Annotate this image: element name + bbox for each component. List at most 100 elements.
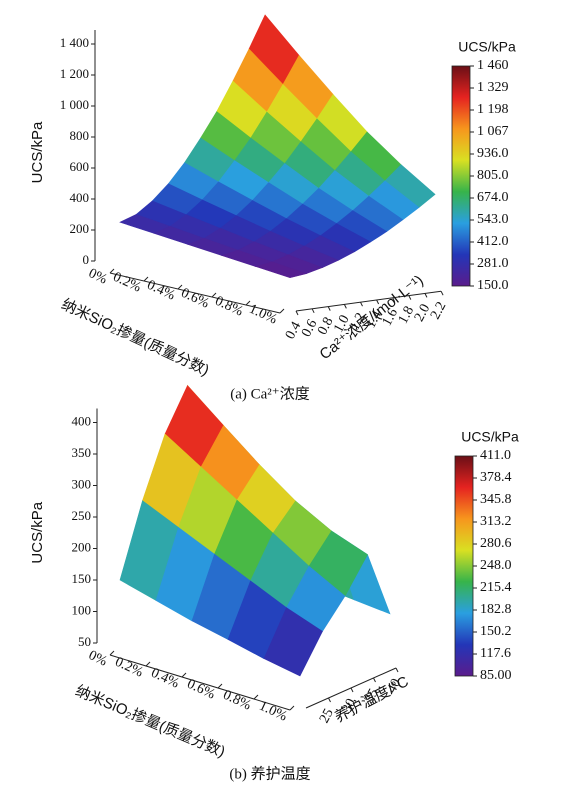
x-tick-label: 1.0% <box>257 699 290 725</box>
colorbar-title: UCS/kPa <box>458 39 516 55</box>
y-tick-label: 0.8 <box>315 315 336 337</box>
x-tick-label: 0.6% <box>185 677 218 703</box>
z-tick-label: 350 <box>72 445 92 460</box>
y-tick-label: 2.2 <box>428 300 449 322</box>
surface-cell <box>254 261 308 279</box>
colorbar-tick-label: 150.2 <box>480 624 512 639</box>
y-tick-label: 1.8 <box>396 304 417 326</box>
z-tick-label: 100 <box>72 602 92 617</box>
z-tick-label: 50 <box>78 634 91 649</box>
colorbar-tick-label: 1 198 <box>477 102 509 117</box>
x-axis-title: 纳米SiO₂掺量(质量分数) <box>59 296 212 379</box>
colorbar <box>451 65 471 287</box>
y-tick <box>408 295 412 300</box>
y-tick-label: 0.4 <box>283 319 304 341</box>
z-tick-label: 1 200 <box>60 66 89 81</box>
z-tick-label: 400 <box>70 190 90 205</box>
y-tick <box>373 677 376 683</box>
colorbar-tick-label: 280.6 <box>480 536 512 551</box>
x-tick-label: 0% <box>86 266 110 288</box>
x-tick <box>211 292 217 298</box>
y-tick-label: 35 <box>362 686 382 705</box>
x-tick-label: 0.6% <box>179 286 212 312</box>
colorbar-tick-label: 805.0 <box>477 168 509 183</box>
y-axis <box>295 290 442 312</box>
x-tick-label: 0.2% <box>111 270 144 296</box>
y-tick <box>328 697 331 703</box>
colorbar <box>454 455 474 677</box>
y-tick <box>311 308 315 314</box>
colorbar-tick-label: 85.00 <box>480 668 512 683</box>
y-tick <box>360 301 363 307</box>
x-axis <box>109 654 291 711</box>
y-tick-label: 2.0 <box>412 302 433 324</box>
x-tick <box>177 284 183 290</box>
y-tick <box>327 306 331 311</box>
y-tick-label: 0.6 <box>299 317 320 339</box>
z-tick-label: 600 <box>70 159 90 174</box>
x-tick <box>143 276 149 282</box>
y-tick-label: 1.2 <box>347 311 368 333</box>
colorbar-tick-label: 378.4 <box>480 470 512 485</box>
y-tick <box>424 293 428 298</box>
x-tick <box>245 300 251 306</box>
x-tick <box>145 661 151 667</box>
z-tick-label: 250 <box>72 508 92 523</box>
colorbar-tick-label: 313.2 <box>480 514 512 529</box>
z-tick-label: 300 <box>72 476 92 491</box>
surface-cell <box>263 607 323 677</box>
x-tick <box>253 694 259 700</box>
y-tick-label: 1.0 <box>331 313 352 335</box>
x-tick-label: 1.0% <box>247 302 280 328</box>
y-tick <box>440 290 444 296</box>
colorbar-tick-label: 412.0 <box>477 234 509 249</box>
colorbar-tick-label: 117.6 <box>480 646 511 661</box>
z-tick-label: 200 <box>72 539 92 554</box>
y-tick <box>376 299 380 305</box>
colorbar-tick-label: 1 067 <box>477 124 509 139</box>
colorbar-title: UCS/kPa <box>461 429 519 445</box>
caption: (b) 养护温度 <box>229 765 310 782</box>
colorbar-tick-label: 345.8 <box>480 492 512 507</box>
caption: (a) Ca²⁺浓度 <box>230 385 309 402</box>
z-tick-label: 1 000 <box>60 97 89 112</box>
z-tick-label: 200 <box>70 221 90 236</box>
colorbar-tick-label: 150.0 <box>477 278 509 293</box>
x-tick <box>279 308 285 314</box>
y-tick <box>392 297 396 303</box>
colorbar-tick-label: 674.0 <box>477 190 509 205</box>
z-tick-label: 800 <box>70 128 90 143</box>
y-tick <box>343 304 347 309</box>
y-tick-label: 40 <box>385 676 405 695</box>
x-tick <box>289 705 295 711</box>
x-axis <box>109 272 281 314</box>
x-tick-label: 0.2% <box>113 655 146 681</box>
z-tick-label: 0 <box>83 252 90 267</box>
colorbar-tick-label: 411.0 <box>480 448 511 463</box>
y-tick <box>350 687 354 693</box>
x-tick-label: 0.8% <box>213 294 246 320</box>
x-tick <box>217 683 223 689</box>
colorbar-tick-label: 248.0 <box>480 558 512 573</box>
y-tick-label: 30 <box>340 696 360 715</box>
x-tick-label: 0.8% <box>221 688 254 714</box>
z-axis-title: UCS/kPa <box>29 501 46 563</box>
x-tick <box>181 672 187 678</box>
z-tick-label: 1 400 <box>60 35 89 50</box>
y-tick-label: 25 <box>317 706 337 725</box>
colorbar-tick-label: 543.0 <box>477 212 509 227</box>
y-tick-label: 1.6 <box>380 306 401 328</box>
x-tick <box>109 650 115 656</box>
colorbar-tick-label: 936.0 <box>477 146 509 161</box>
z-tick-label: 400 <box>72 413 92 428</box>
z-tick-label: 150 <box>72 571 92 586</box>
x-tick-label: 0% <box>86 648 110 670</box>
z-axis-title: UCS/kPa <box>29 121 46 183</box>
colorbar-tick-label: 1 460 <box>477 58 509 73</box>
x-tick <box>109 268 115 274</box>
y-tick-label: 1.4 <box>364 308 385 330</box>
y-tick <box>295 310 299 316</box>
colorbar-tick-label: 215.4 <box>480 580 512 595</box>
x-tick-label: 0.4% <box>145 278 178 304</box>
